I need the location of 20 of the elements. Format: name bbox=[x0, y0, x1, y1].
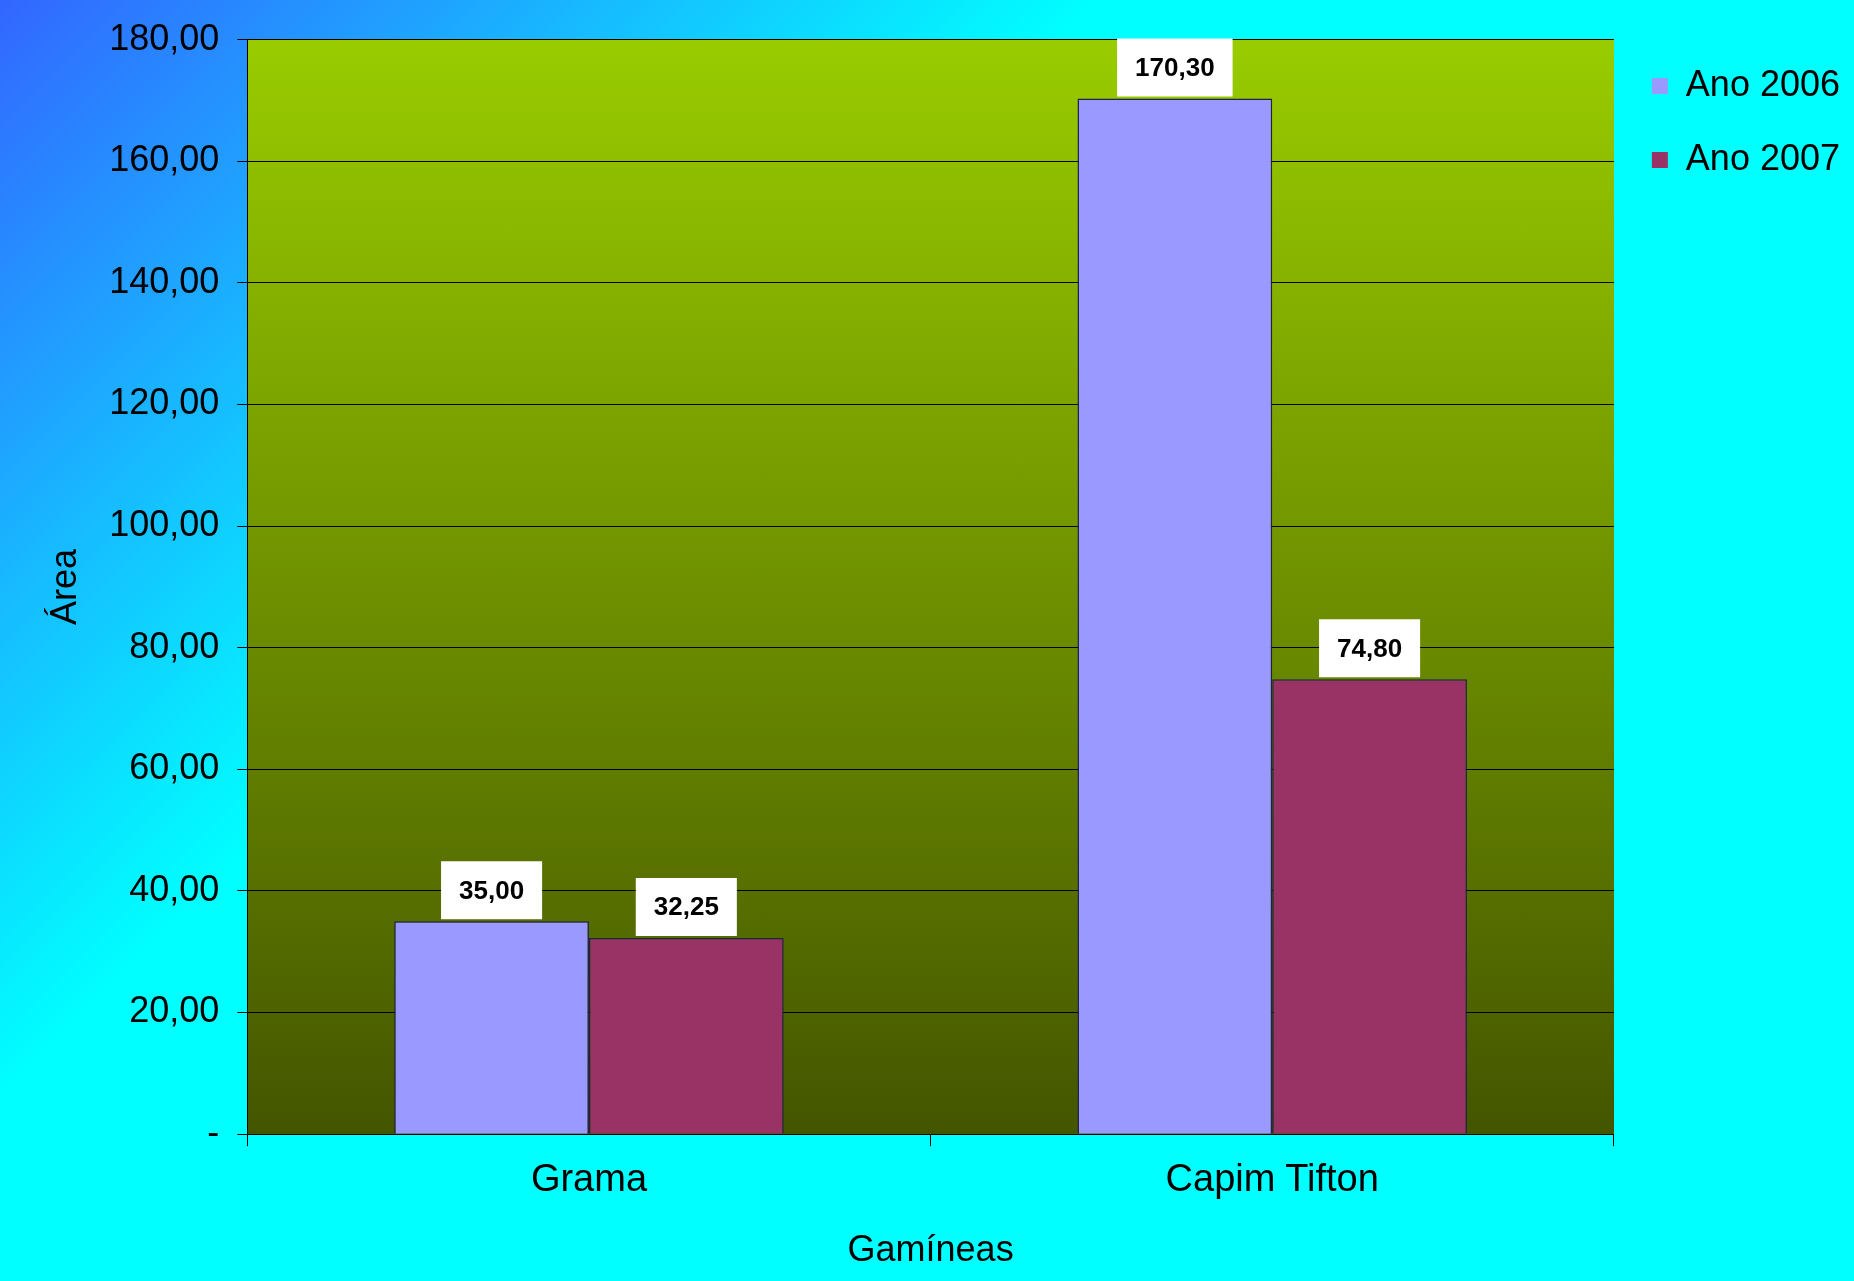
data-label: 74,80 bbox=[1337, 632, 1403, 663]
y-tick-label: 140,00 bbox=[109, 259, 220, 301]
data-label: 35,00 bbox=[459, 874, 525, 905]
x-axis-title: Gamíneas bbox=[847, 1228, 1014, 1270]
x-tick-label: Grama bbox=[530, 1157, 648, 1200]
legend-label: Ano 2006 bbox=[1685, 62, 1841, 104]
y-tick-label: 20,00 bbox=[129, 989, 220, 1031]
y-tick-label: 160,00 bbox=[109, 138, 220, 180]
y-tick-label: 180,00 bbox=[109, 16, 220, 58]
y-tick-label: 80,00 bbox=[129, 624, 220, 666]
y-axis-title: Área bbox=[42, 547, 84, 625]
data-label: 32,25 bbox=[653, 891, 719, 922]
y-tick-label: 40,00 bbox=[129, 867, 220, 909]
y-tick-label: - bbox=[207, 1111, 220, 1153]
x-tick-label: Capim Tifton bbox=[1165, 1157, 1379, 1200]
legend-label: Ano 2007 bbox=[1685, 136, 1841, 178]
y-tick-label: 60,00 bbox=[129, 746, 220, 788]
y-tick-label: 100,00 bbox=[109, 503, 220, 545]
y-tick-label: 120,00 bbox=[109, 381, 220, 423]
data-label: 170,30 bbox=[1135, 51, 1215, 82]
